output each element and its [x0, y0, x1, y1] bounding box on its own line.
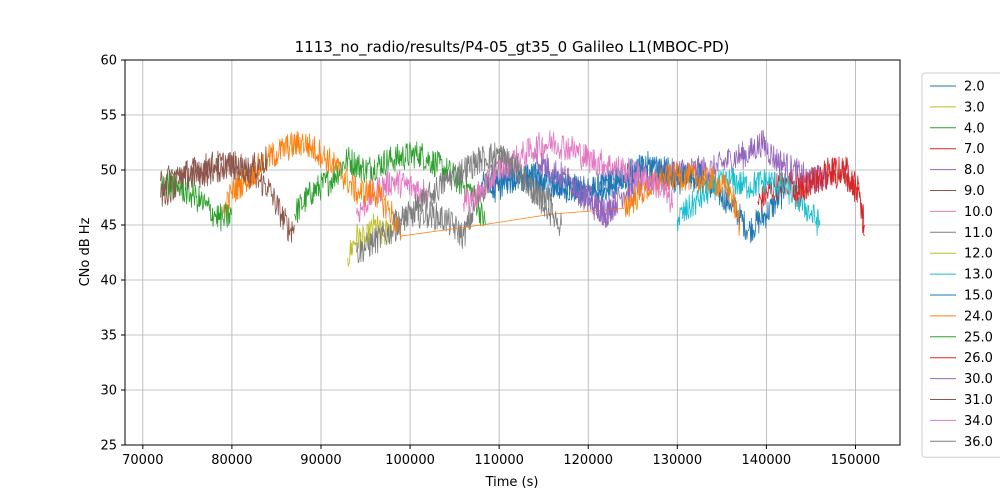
- series-line-24.0: [222, 130, 741, 241]
- legend-label: 30.0: [964, 372, 993, 387]
- x-axis: 70000 80000 90000 100000 110000 120000 130000 1…: [122, 445, 880, 468]
- y-tick-label: 60: [100, 54, 117, 69]
- legend-label: 3.0: [964, 100, 985, 115]
- x-tick-label: 70000: [122, 453, 163, 468]
- legend-label: 11.0: [964, 226, 993, 241]
- plot-frame: [124, 59, 901, 446]
- legend-label: 34.0: [964, 414, 993, 429]
- series-line-13.0: [676, 167, 821, 236]
- legend-label: 12.0: [964, 247, 993, 262]
- y-tick-label: 55: [100, 109, 117, 124]
- series-line-3.0: [347, 213, 393, 267]
- x-tick-label: 100000: [385, 453, 435, 468]
- legend-label: 26.0: [964, 351, 993, 366]
- series-layer: [160, 129, 865, 267]
- x-tick-label: 130000: [652, 453, 702, 468]
- legend-label: 7.0: [964, 142, 985, 157]
- legend-label: 24.0: [964, 309, 993, 324]
- y-tick-label: 30: [100, 384, 117, 399]
- series-line-9.0: [160, 154, 295, 243]
- legend-label: 10.0: [964, 205, 993, 220]
- y-axis-label: CNo dB Hz: [78, 217, 93, 286]
- legend-label: 13.0: [964, 268, 993, 283]
- x-tick-label: 110000: [474, 453, 524, 468]
- legend-label: 25.0: [964, 330, 993, 345]
- legend-label: 15.0: [964, 289, 993, 304]
- legend-frame: [921, 72, 1000, 458]
- legend-label: 4.0: [964, 121, 985, 136]
- chart-title: 1113_no_radio/results/P4-05_gt35_0 Galil…: [295, 38, 730, 57]
- y-axis: 25 30 35 40 45 50 55 60: [100, 54, 125, 454]
- x-tick-label: 120000: [563, 453, 613, 468]
- legend-label: 2.0: [964, 80, 985, 95]
- x-axis-label: Time (s): [485, 475, 539, 490]
- series-line-36.0: [391, 142, 562, 236]
- x-tick-label: 80000: [211, 453, 252, 468]
- legend-label: 8.0: [964, 163, 985, 178]
- series-line-34.0: [463, 130, 674, 213]
- grid: [125, 59, 900, 446]
- y-tick-label: 50: [100, 164, 117, 179]
- series-line-31.0: [160, 146, 268, 194]
- y-tick-label: 45: [100, 219, 117, 234]
- y-tick-label: 40: [100, 274, 117, 289]
- series-line-30.0: [534, 150, 616, 228]
- legend-label: 9.0: [964, 184, 985, 199]
- x-tick-label: 90000: [300, 453, 341, 468]
- series-line-26.0: [792, 161, 865, 237]
- y-tick-label: 25: [100, 439, 117, 454]
- legend-label: 36.0: [964, 435, 993, 450]
- series-line-11.0: [356, 146, 553, 264]
- x-tick-label: 140000: [742, 453, 792, 468]
- legend: 2.0 3.0 4.0 7.0 8.0 9.0 10.0 11.0 12.0 13.0 15.0 24…: [921, 72, 1000, 458]
- y-tick-label: 35: [100, 329, 117, 344]
- legend-label: 31.0: [964, 393, 993, 408]
- x-tick-label: 150000: [831, 453, 881, 468]
- series-line-25.0: [160, 170, 233, 232]
